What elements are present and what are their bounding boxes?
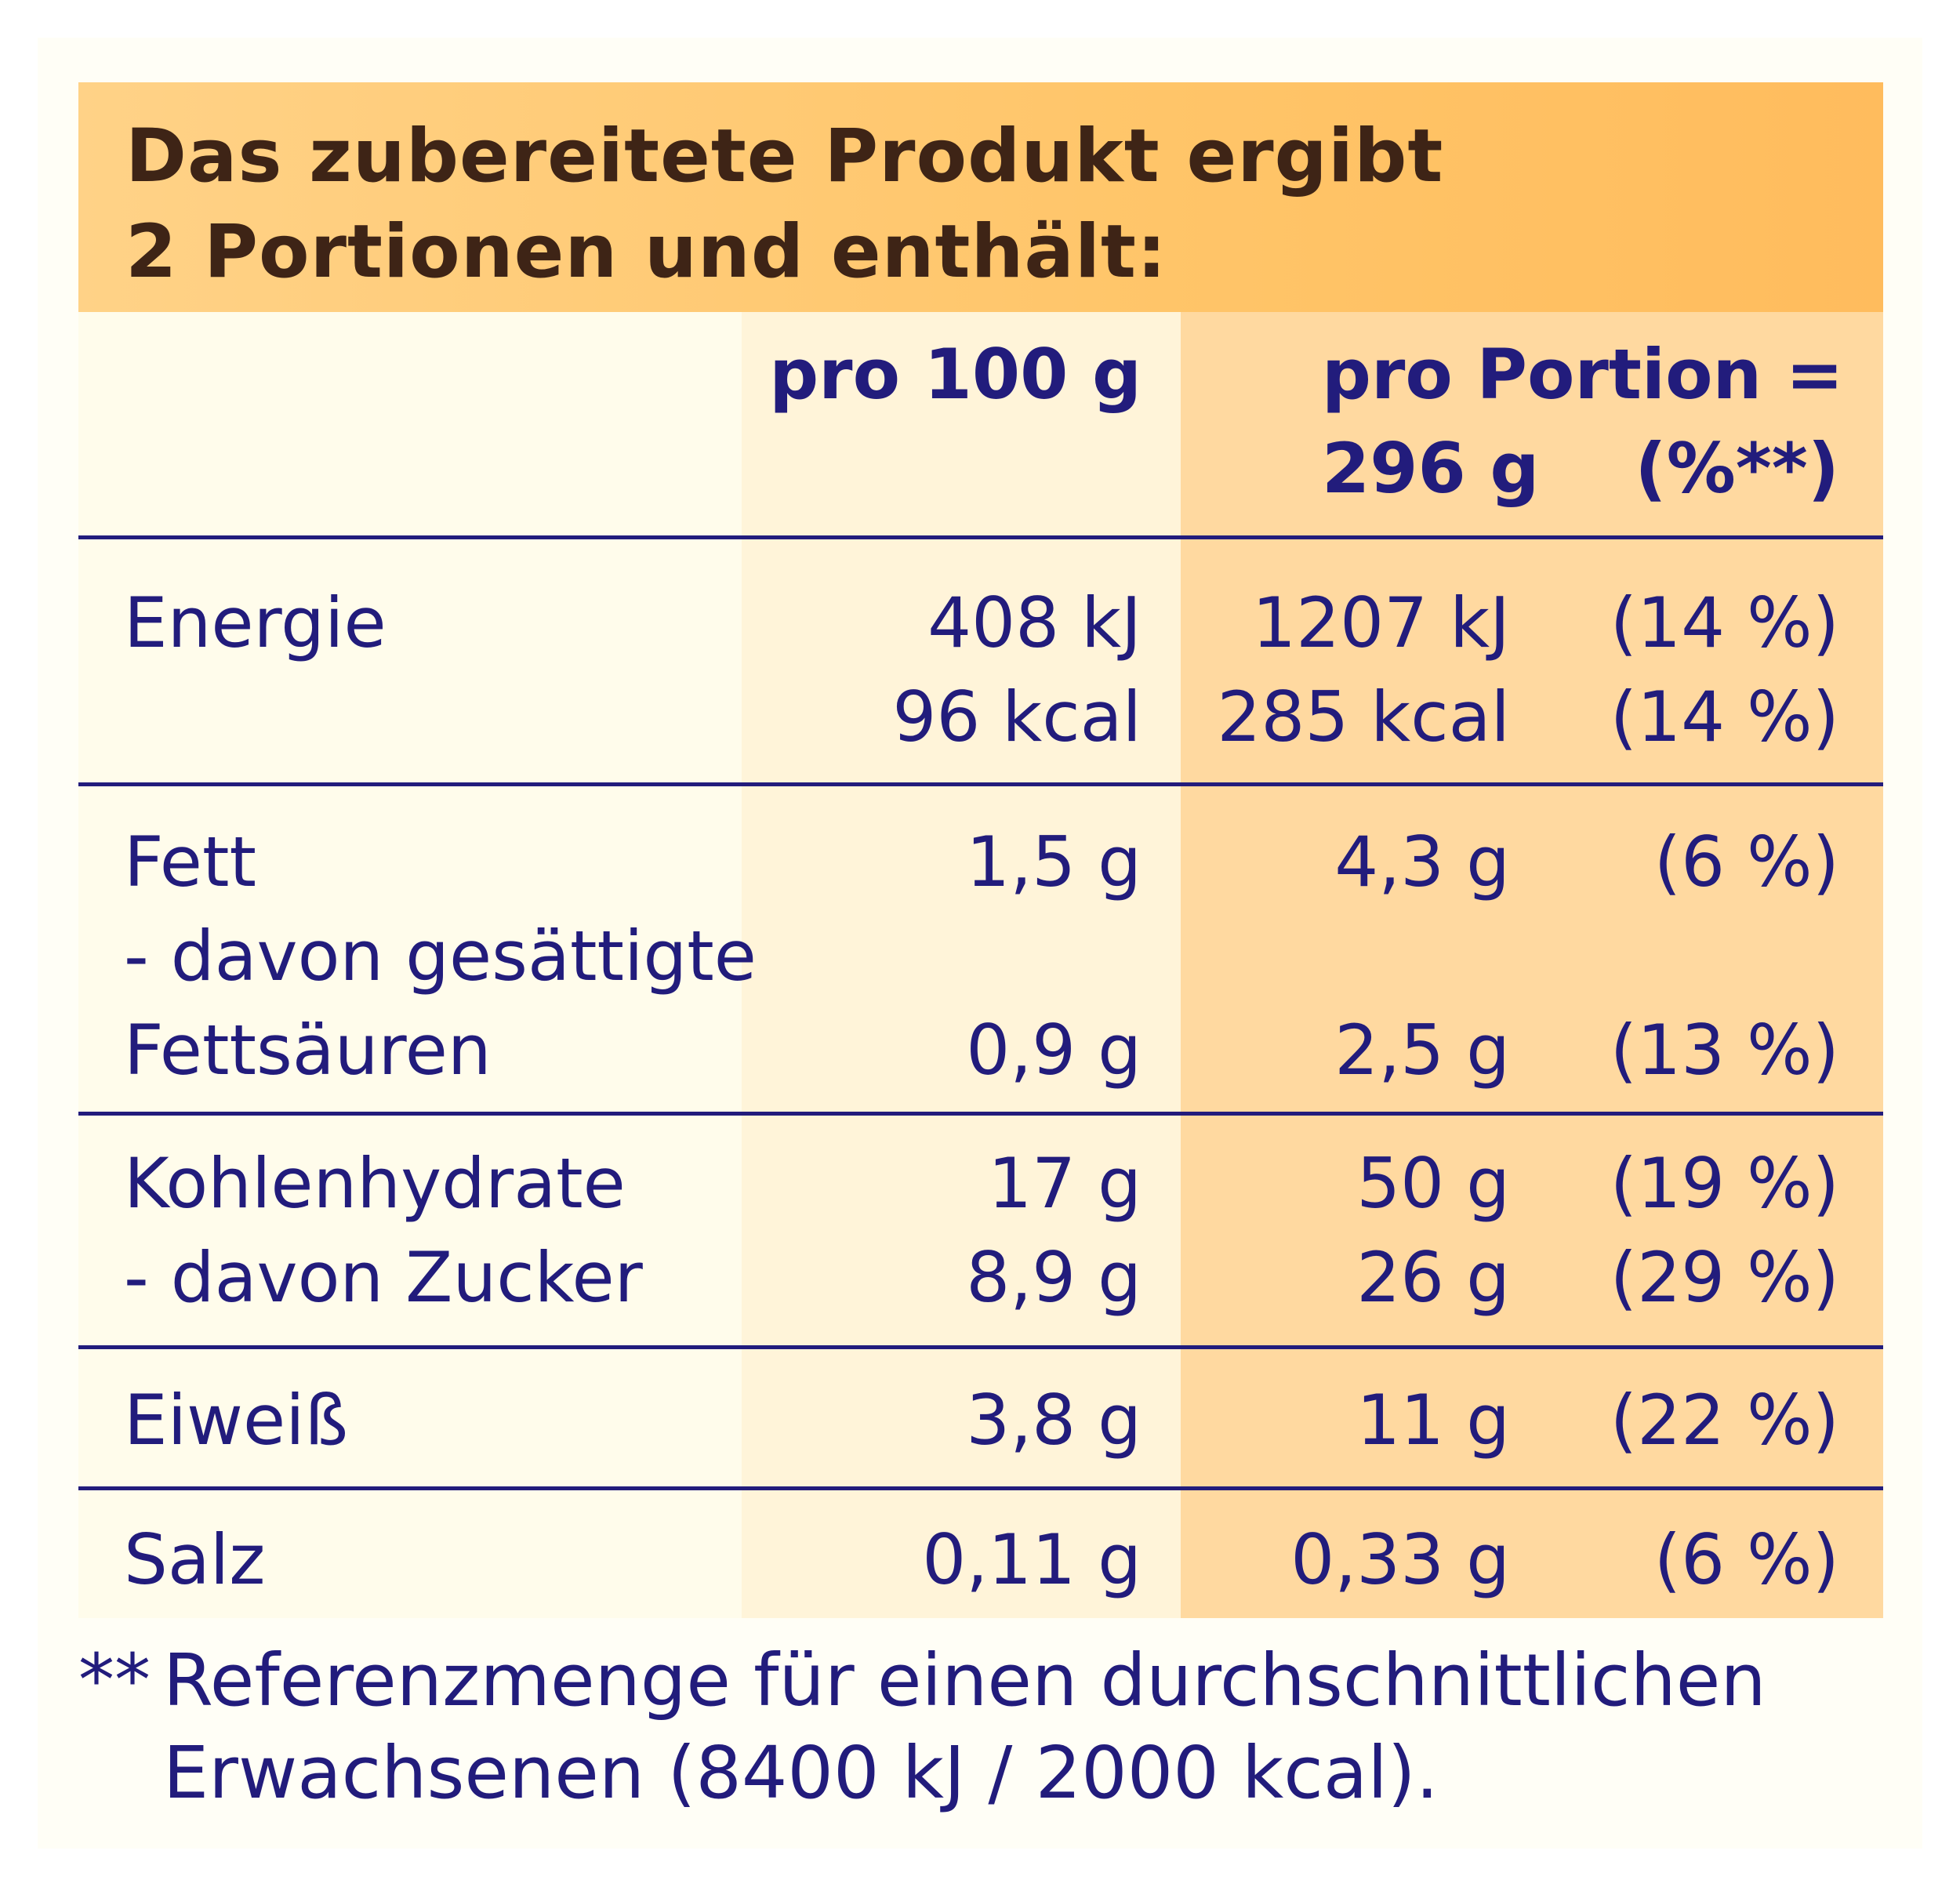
footnote-mark: ** bbox=[78, 1638, 151, 1722]
row-divider bbox=[78, 1112, 1883, 1116]
col-heading-per-portion: pro Portion = 296 g bbox=[1322, 334, 1844, 509]
value-per-portion: 11 g bbox=[1356, 1380, 1510, 1461]
value-per-portion: 50 g 26 g bbox=[1356, 1143, 1510, 1318]
row-divider bbox=[78, 782, 1883, 786]
value-percent: (6 %) (13 %) bbox=[1610, 822, 1839, 1090]
value-per-100g: 17 g 8,9 g bbox=[966, 1143, 1142, 1318]
value-per-portion: 0,33 g bbox=[1290, 1519, 1510, 1600]
value-percent: (6 %) bbox=[1653, 1519, 1839, 1600]
nutrient-label: Eiweiß bbox=[124, 1380, 349, 1461]
per-100g-column-bg bbox=[742, 312, 1181, 1618]
nutrient-label: Salz bbox=[124, 1519, 266, 1600]
row-divider bbox=[78, 535, 1883, 539]
value-per-portion: 4,3 g 2,5 g bbox=[1334, 822, 1510, 1090]
value-percent: (19 %) (29 %) bbox=[1610, 1143, 1839, 1318]
nutrient-label: Fett - davon gesättigte Fettsäuren bbox=[124, 822, 757, 1090]
header-title: Das zubereitete Produkt ergibt 2 Portion… bbox=[125, 114, 1444, 295]
nutrient-label: Kohlenhydrate - davon Zucker bbox=[124, 1143, 643, 1318]
col-heading-percent: (%**) bbox=[1635, 428, 1839, 509]
row-divider bbox=[78, 1486, 1883, 1490]
per-portion-column-bg bbox=[1181, 312, 1883, 1618]
value-percent: (22 %) bbox=[1610, 1380, 1839, 1461]
value-per-100g: 0,11 g bbox=[922, 1519, 1142, 1600]
value-per-100g: 1,5 g 0,9 g bbox=[966, 822, 1142, 1090]
row-divider bbox=[78, 1345, 1883, 1349]
value-per-portion: 1207 kJ 285 kcal bbox=[1217, 582, 1510, 757]
value-percent: (14 %) (14 %) bbox=[1610, 582, 1839, 757]
nutrient-label: Energie bbox=[124, 582, 387, 663]
footnote-text: Referenzmenge für einen durchschnittlich… bbox=[163, 1638, 1766, 1815]
value-per-100g: 3,8 g bbox=[966, 1380, 1142, 1461]
label-column-bg bbox=[78, 312, 742, 1618]
value-per-100g: 408 kJ 96 kcal bbox=[892, 582, 1142, 757]
table-header: Das zubereitete Produkt ergibt 2 Portion… bbox=[78, 82, 1883, 312]
col-heading-per-100g: pro 100 g bbox=[769, 334, 1142, 415]
